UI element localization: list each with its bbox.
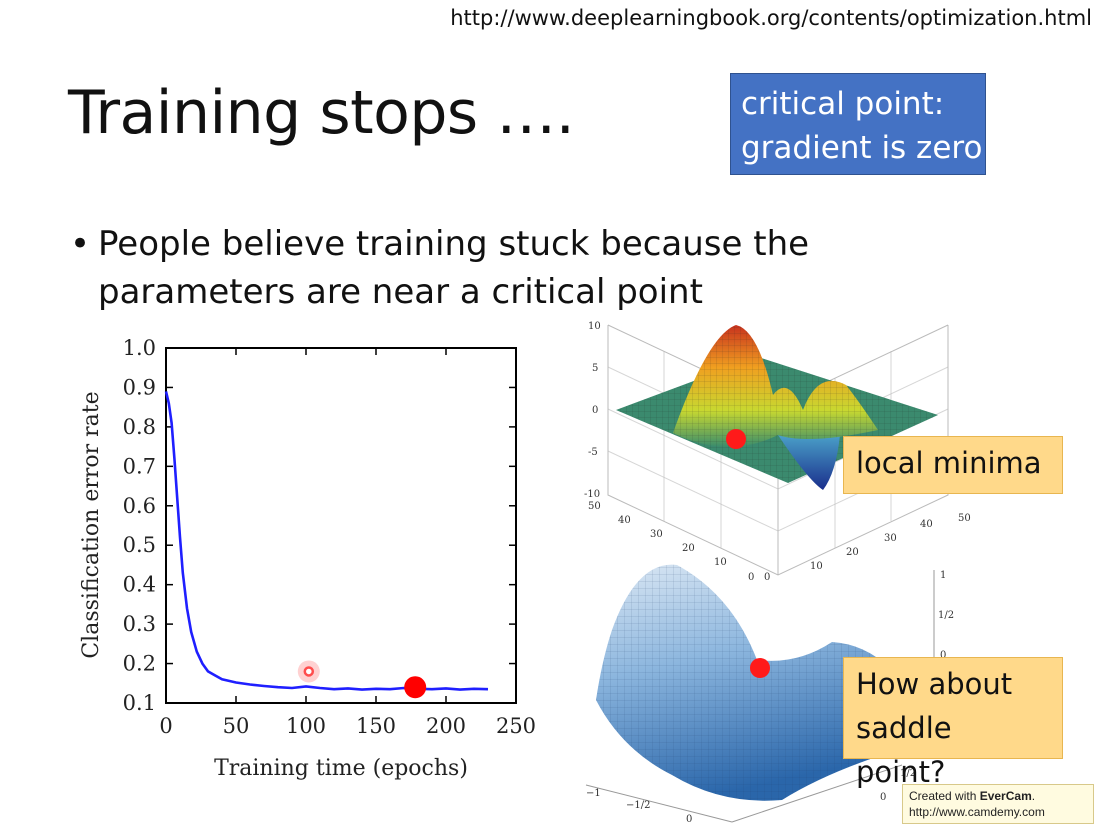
y-tick-label: 0.3 xyxy=(123,612,156,636)
watermark-suffix: . xyxy=(1031,789,1036,803)
slide-title: Training stops …. xyxy=(68,78,575,148)
x-tick: 40 xyxy=(618,515,631,526)
z-tick: -10 xyxy=(584,489,600,500)
y-tick: 30 xyxy=(884,533,897,544)
learning-curve-chart: 0.1 0.2 0.3 0.4 0.5 0.6 0.7 0.8 0.9 1.0 0 50 100 150… xyxy=(79,336,536,781)
x-tick-label: 0 xyxy=(159,714,172,738)
saddle-surface-plot: 1 1/2 0 −1 −1/2 0 0 1/2 xyxy=(585,564,954,825)
critical-point-callout: critical point: gradient is zero xyxy=(730,73,986,175)
bullet-line-1: People believe training stuck because th… xyxy=(98,224,810,264)
x-tick: 20 xyxy=(682,543,695,554)
y-tick: 0 xyxy=(880,792,886,803)
local-minima-surface-plot: 10 5 0 -5 -10 50 40 30 20 10 0 0 10 20 3… xyxy=(584,321,971,583)
watermark-line-1: Created with EverCam. xyxy=(909,788,1087,804)
x-tick: −1/2 xyxy=(626,800,650,811)
bullet-line-2: parameters are near a critical point xyxy=(98,272,703,312)
saddle-point-marker xyxy=(750,658,770,678)
x-tick-label: 200 xyxy=(426,714,466,738)
watermark-brand: EverCam xyxy=(979,789,1032,803)
x-tick: 0 xyxy=(748,572,754,583)
bullet-point: • People believe training stuck because … xyxy=(70,220,809,316)
x-tick-label: 50 xyxy=(223,714,250,738)
chart-plot-frame xyxy=(165,347,517,704)
x-tick-label: 150 xyxy=(356,714,396,738)
z-tick: 10 xyxy=(588,321,601,332)
z-tick: 5 xyxy=(592,363,598,374)
y-tick-label: 0.1 xyxy=(123,691,156,715)
z-tick: 0 xyxy=(592,405,598,416)
watermark-prefix: Created with xyxy=(909,789,980,803)
y-tick: 20 xyxy=(846,547,859,558)
y-tick: 50 xyxy=(958,513,971,524)
x-tick: 50 xyxy=(588,501,601,512)
x-tick-label: 100 xyxy=(286,714,326,738)
y-tick-label: 0.5 xyxy=(123,533,156,557)
x-tick: 30 xyxy=(650,529,663,540)
z-tick: 1/2 xyxy=(938,610,954,621)
evercam-watermark: Created with EverCam. http://www.camdemy… xyxy=(902,784,1094,824)
x-axis-label: Training time (epochs) xyxy=(214,756,468,781)
cursor-marker xyxy=(303,666,315,677)
x-tick-label: 250 xyxy=(496,714,536,738)
y-tick: 10 xyxy=(810,561,823,572)
saddle-point-callout: How about saddle point? xyxy=(843,657,1063,789)
y-tick: 40 xyxy=(920,519,933,530)
saddle-line-1: How about xyxy=(856,667,1013,701)
y-tick-label: 0.9 xyxy=(123,375,156,399)
y-tick-label: 0.6 xyxy=(123,494,156,518)
y-tick-label: 0.8 xyxy=(123,415,156,439)
z-tick: 1 xyxy=(940,570,946,581)
bullet-dot-icon: • xyxy=(70,224,91,264)
y-tick-label: 0.4 xyxy=(123,573,156,597)
y-tick: 1/2 xyxy=(900,768,916,779)
local-minima-callout: local minima xyxy=(843,436,1063,494)
z-tick: 0 xyxy=(940,650,946,661)
local-minimum-marker xyxy=(726,429,746,449)
y-axis-label: Classification error rate xyxy=(79,391,104,658)
x-tick: 0 xyxy=(686,814,692,825)
saddle-line-2: saddle point? xyxy=(856,711,952,789)
watermark-url[interactable]: http://www.camdemy.com xyxy=(909,805,1045,819)
y-tick-label: 0.2 xyxy=(123,652,156,676)
y-tick-label: 1.0 xyxy=(123,336,156,360)
z-tick: -5 xyxy=(588,447,598,458)
y-tick: 0 xyxy=(764,572,770,583)
critical-point-marker xyxy=(404,676,427,699)
x-tick: 10 xyxy=(714,557,727,568)
critical-point-line-2: gradient is zero xyxy=(741,130,983,166)
x-tick: −1 xyxy=(586,788,601,799)
y-tick-label: 0.7 xyxy=(123,454,156,478)
saddle-axes xyxy=(585,570,935,823)
series-line xyxy=(164,391,489,691)
local-minima-text: local minima xyxy=(856,446,1042,480)
critical-point-line-1: critical point: xyxy=(741,86,945,122)
surface-pit xyxy=(778,435,840,490)
source-url[interactable]: http://www.deeplearningbook.org/contents… xyxy=(450,6,1092,30)
